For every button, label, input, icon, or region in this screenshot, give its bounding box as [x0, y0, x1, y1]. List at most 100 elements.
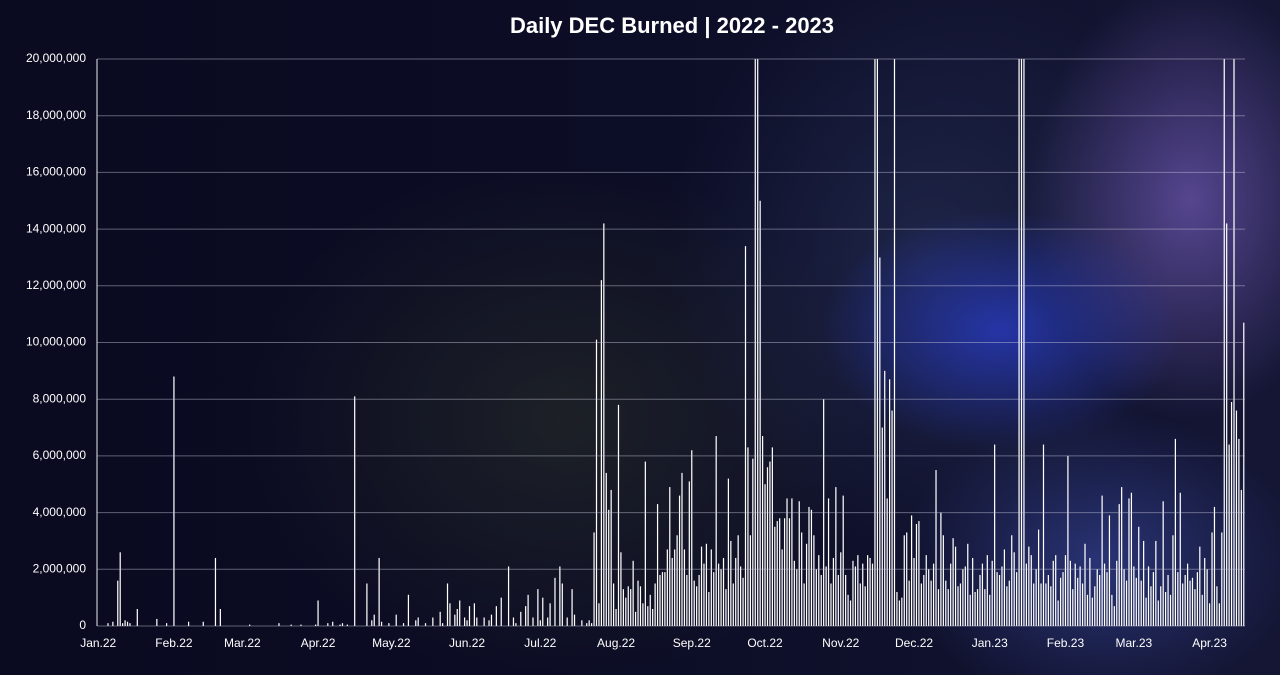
bar — [278, 623, 280, 626]
bar — [867, 555, 869, 626]
bar — [659, 574, 661, 626]
bar — [994, 444, 996, 626]
bar — [417, 617, 419, 626]
y-tick-label: 18,000,000 — [26, 108, 86, 122]
x-tick-label: Nov.22 — [822, 636, 859, 650]
y-tick-label: 16,000,000 — [26, 165, 86, 179]
bar — [1111, 594, 1113, 626]
x-tick-label: Jan.22 — [80, 636, 116, 650]
bar — [507, 566, 510, 626]
bar — [1040, 583, 1042, 626]
x-tick-label: May.22 — [372, 636, 411, 650]
bar — [1160, 586, 1162, 626]
bar — [945, 580, 947, 626]
bar — [1106, 572, 1108, 626]
bar — [1218, 603, 1220, 626]
bar — [783, 518, 786, 626]
bar — [1172, 535, 1174, 626]
bar — [735, 557, 737, 626]
bar — [559, 566, 561, 626]
bar — [884, 370, 886, 626]
bar — [805, 543, 808, 626]
bar — [468, 606, 471, 626]
bar — [112, 621, 114, 626]
x-tick-label: Feb.22 — [155, 636, 193, 650]
bar — [830, 583, 832, 626]
y-tick-label: 14,000,000 — [26, 221, 86, 235]
x-tick-label: Apr.23 — [1192, 636, 1227, 650]
y-tick-label: 12,000,000 — [26, 278, 86, 292]
bar — [820, 574, 822, 626]
bar — [879, 257, 881, 626]
bar — [676, 535, 678, 626]
bar — [915, 523, 918, 626]
bar — [446, 583, 449, 626]
bar — [1059, 577, 1062, 626]
bar — [725, 589, 727, 626]
bar — [732, 583, 734, 626]
y-tick-label: 6,000,000 — [33, 448, 87, 462]
bar — [339, 624, 341, 626]
chart-title: Daily DEC Burned | 2022 - 2023 — [510, 13, 834, 38]
x-tick-label: Sep.22 — [673, 636, 711, 650]
bar — [525, 606, 527, 626]
bar — [1228, 444, 1230, 626]
bar — [862, 563, 864, 626]
x-tick-label: Oct.22 — [747, 636, 783, 650]
bar — [1191, 577, 1194, 626]
bar — [642, 603, 644, 626]
bar — [300, 624, 302, 626]
bar — [842, 495, 844, 626]
bar — [1143, 540, 1145, 626]
bar — [595, 339, 598, 626]
x-tick-label: Jan.23 — [972, 636, 1008, 650]
bar — [981, 563, 984, 626]
bar — [610, 489, 612, 626]
bar — [730, 540, 732, 626]
bar — [681, 472, 683, 626]
bar — [1035, 569, 1037, 626]
bar — [1118, 504, 1120, 626]
bar — [1216, 586, 1218, 626]
bar — [1138, 526, 1140, 626]
bar — [935, 470, 937, 626]
bar — [769, 461, 771, 626]
bar — [332, 621, 334, 626]
bar — [715, 436, 717, 626]
bar — [1179, 492, 1181, 626]
bar — [913, 557, 915, 626]
bar — [1165, 591, 1167, 626]
bar — [1211, 532, 1213, 626]
bar — [683, 549, 686, 626]
bar — [925, 555, 927, 626]
bar — [608, 509, 610, 626]
bar — [1208, 603, 1211, 626]
x-tick-label: Mar.23 — [1116, 636, 1153, 650]
bar — [249, 624, 251, 626]
bar — [886, 498, 888, 626]
bar — [173, 376, 175, 626]
bar — [1152, 572, 1155, 626]
y-tick-label: 2,000,000 — [33, 561, 87, 575]
bar — [818, 555, 820, 626]
bar — [771, 447, 773, 626]
bar — [1042, 444, 1045, 626]
bar — [1167, 574, 1169, 626]
bar — [798, 501, 800, 626]
bar — [720, 569, 722, 626]
bar — [314, 624, 317, 626]
bar — [837, 574, 839, 626]
bar — [896, 591, 898, 626]
bar — [1223, 59, 1225, 626]
bar — [1235, 410, 1238, 626]
bar — [371, 620, 373, 626]
bar — [373, 614, 375, 626]
bar — [801, 532, 803, 626]
bar — [686, 574, 688, 626]
bar — [1186, 563, 1189, 626]
bar — [136, 608, 138, 626]
bar — [439, 611, 441, 626]
bar — [395, 614, 397, 626]
bar — [1091, 597, 1093, 626]
bar — [593, 532, 595, 626]
